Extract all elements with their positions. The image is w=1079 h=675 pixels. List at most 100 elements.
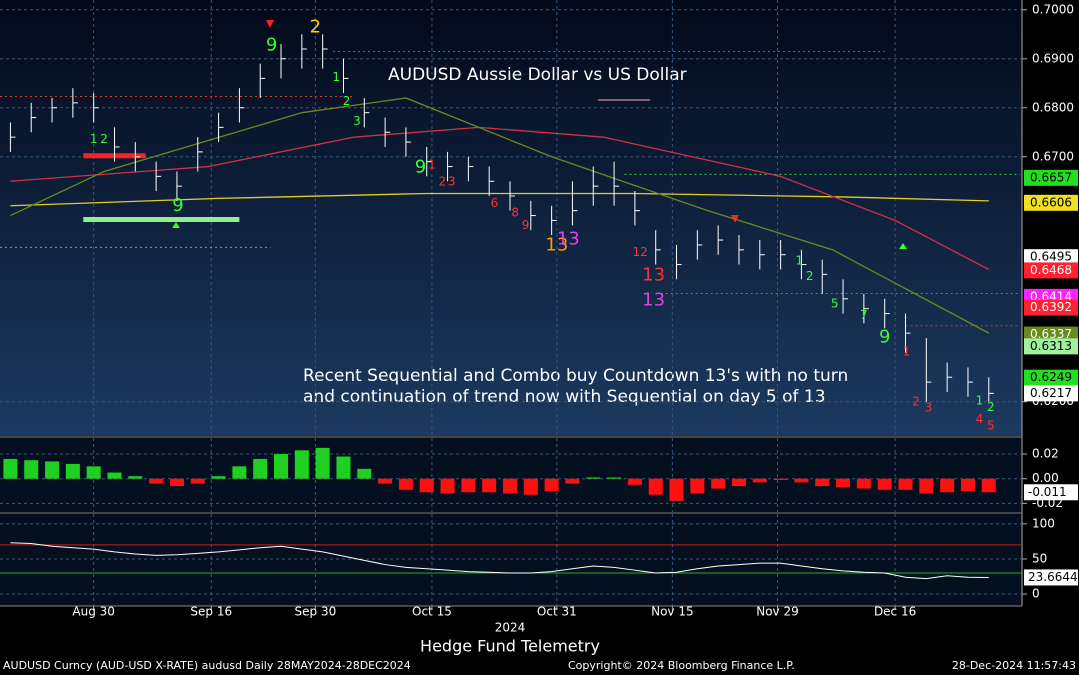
histogram-bar <box>607 477 622 479</box>
histogram-bar <box>711 478 726 489</box>
setup-count: 13 <box>557 229 580 250</box>
histogram-bar <box>357 468 372 479</box>
y-tick-label: 0.7000 <box>1032 2 1074 16</box>
histogram-bar <box>690 478 705 494</box>
histogram-bar <box>128 476 143 479</box>
histogram-bar <box>981 478 996 493</box>
sell-arrow <box>266 20 274 28</box>
histogram-bar <box>482 478 497 493</box>
histogram-bar <box>627 478 642 485</box>
price-label-box <box>1024 299 1078 316</box>
histogram-bar <box>523 478 538 495</box>
histogram-bar <box>877 478 892 490</box>
histogram-bar <box>940 478 955 493</box>
sequential-count: 2 <box>806 269 814 283</box>
setup-count: 2 <box>310 16 321 37</box>
moving-average <box>10 126 990 271</box>
price-label: 0.6606 <box>1030 195 1072 209</box>
histogram-bar <box>378 478 393 484</box>
sequential-count: 5 <box>987 419 995 433</box>
annotation: Recent Sequential and Combo buy Countdow… <box>303 366 848 386</box>
setup-count: 9 <box>415 157 426 178</box>
x-tick-label: Oct 15 <box>412 605 452 619</box>
sequential-count: 2 <box>987 400 995 414</box>
histogram-bar <box>503 478 517 494</box>
price-label-box <box>1024 385 1078 402</box>
sequential-count: 2 <box>100 132 108 146</box>
setup-count: 9 <box>266 35 277 56</box>
price-label-box <box>1024 169 1078 186</box>
histogram-bar <box>752 478 767 483</box>
histogram-bar <box>648 478 663 495</box>
histogram-bar <box>794 478 809 483</box>
x-tick-label: Aug 30 <box>72 605 115 619</box>
price-label: 0.6217 <box>1030 386 1072 400</box>
histogram-bar <box>253 458 268 479</box>
footer-security: AUDUSD Curncy (AUD-USD X-RATE) audusd Da… <box>3 659 411 672</box>
histogram-bar <box>190 478 205 484</box>
sequential-count: 2 <box>912 395 920 409</box>
moving-average <box>10 97 990 334</box>
x-tick-label: Dec 16 <box>874 605 916 619</box>
histogram-bar <box>669 478 684 501</box>
histogram-bar <box>731 478 746 487</box>
last-value-box <box>1024 569 1078 586</box>
sequential-count: 1 <box>796 254 804 268</box>
histogram-bar <box>461 478 476 493</box>
sequential-count: 12 <box>632 245 647 259</box>
setup-count: 9 <box>879 327 890 348</box>
histogram-bar <box>232 466 247 479</box>
histogram-bar <box>315 447 330 479</box>
sequential-count: 3 <box>448 175 456 189</box>
histogram-bar <box>169 478 184 487</box>
x-axis-area <box>0 606 1022 657</box>
buy-arrow <box>899 243 907 249</box>
histogram-bar <box>3 458 18 479</box>
histogram-bar <box>86 466 101 479</box>
price-label-box <box>1024 338 1078 355</box>
y-tick-label: 0.02 <box>1032 447 1059 461</box>
rsi-panel <box>0 514 1022 606</box>
histogram-panel <box>0 438 1022 512</box>
last-value-label: 23.6644 <box>1028 570 1078 584</box>
histogram-bar <box>919 478 934 494</box>
price-label: 0.6249 <box>1030 370 1072 384</box>
histogram-bar <box>107 472 122 479</box>
setup-count: 9 <box>172 195 183 216</box>
y-tick-label: 100 <box>1032 516 1055 530</box>
y-tick-label: 0.6900 <box>1032 51 1074 65</box>
moving-average <box>10 192 989 207</box>
last-value-label: -0.011 <box>1028 485 1067 499</box>
histogram-bar <box>815 478 830 487</box>
histogram-bar <box>898 478 913 490</box>
histogram-bar <box>419 478 434 493</box>
chart-title: AUDUSD Aussie Dollar vs US Dollar <box>388 65 687 85</box>
histogram-bar <box>336 456 351 479</box>
sequential-count: 7 <box>860 308 868 322</box>
price-label: 0.6657 <box>1030 170 1072 184</box>
source: Hedge Fund Telemetry <box>420 637 600 656</box>
x-tick-label: Sep 16 <box>190 605 232 619</box>
histogram-bar <box>960 478 975 492</box>
last-value-box <box>1024 484 1078 501</box>
histogram-bar <box>24 460 39 479</box>
histogram-bar <box>274 454 289 479</box>
histogram-bar <box>773 478 788 480</box>
x-tick-label: Nov 15 <box>651 605 694 619</box>
x-tick-label: Sep 30 <box>295 605 337 619</box>
buy-arrow <box>172 222 180 228</box>
sequential-count: 5 <box>831 297 839 311</box>
sequential-count: 1 <box>976 394 984 408</box>
x-tick-label: Oct 31 <box>537 605 577 619</box>
histogram-bar <box>544 478 559 492</box>
sequential-count: 9 <box>522 218 530 232</box>
price-label: 0.6468 <box>1030 263 1072 277</box>
y-tick-label: 0.6800 <box>1032 100 1074 114</box>
price-label: 0.6495 <box>1030 250 1072 264</box>
sequential-count: 2 <box>343 94 351 108</box>
y-tick-label: 0 <box>1032 587 1040 601</box>
setup-count: 13 <box>642 264 665 285</box>
histogram-bar <box>440 478 455 494</box>
